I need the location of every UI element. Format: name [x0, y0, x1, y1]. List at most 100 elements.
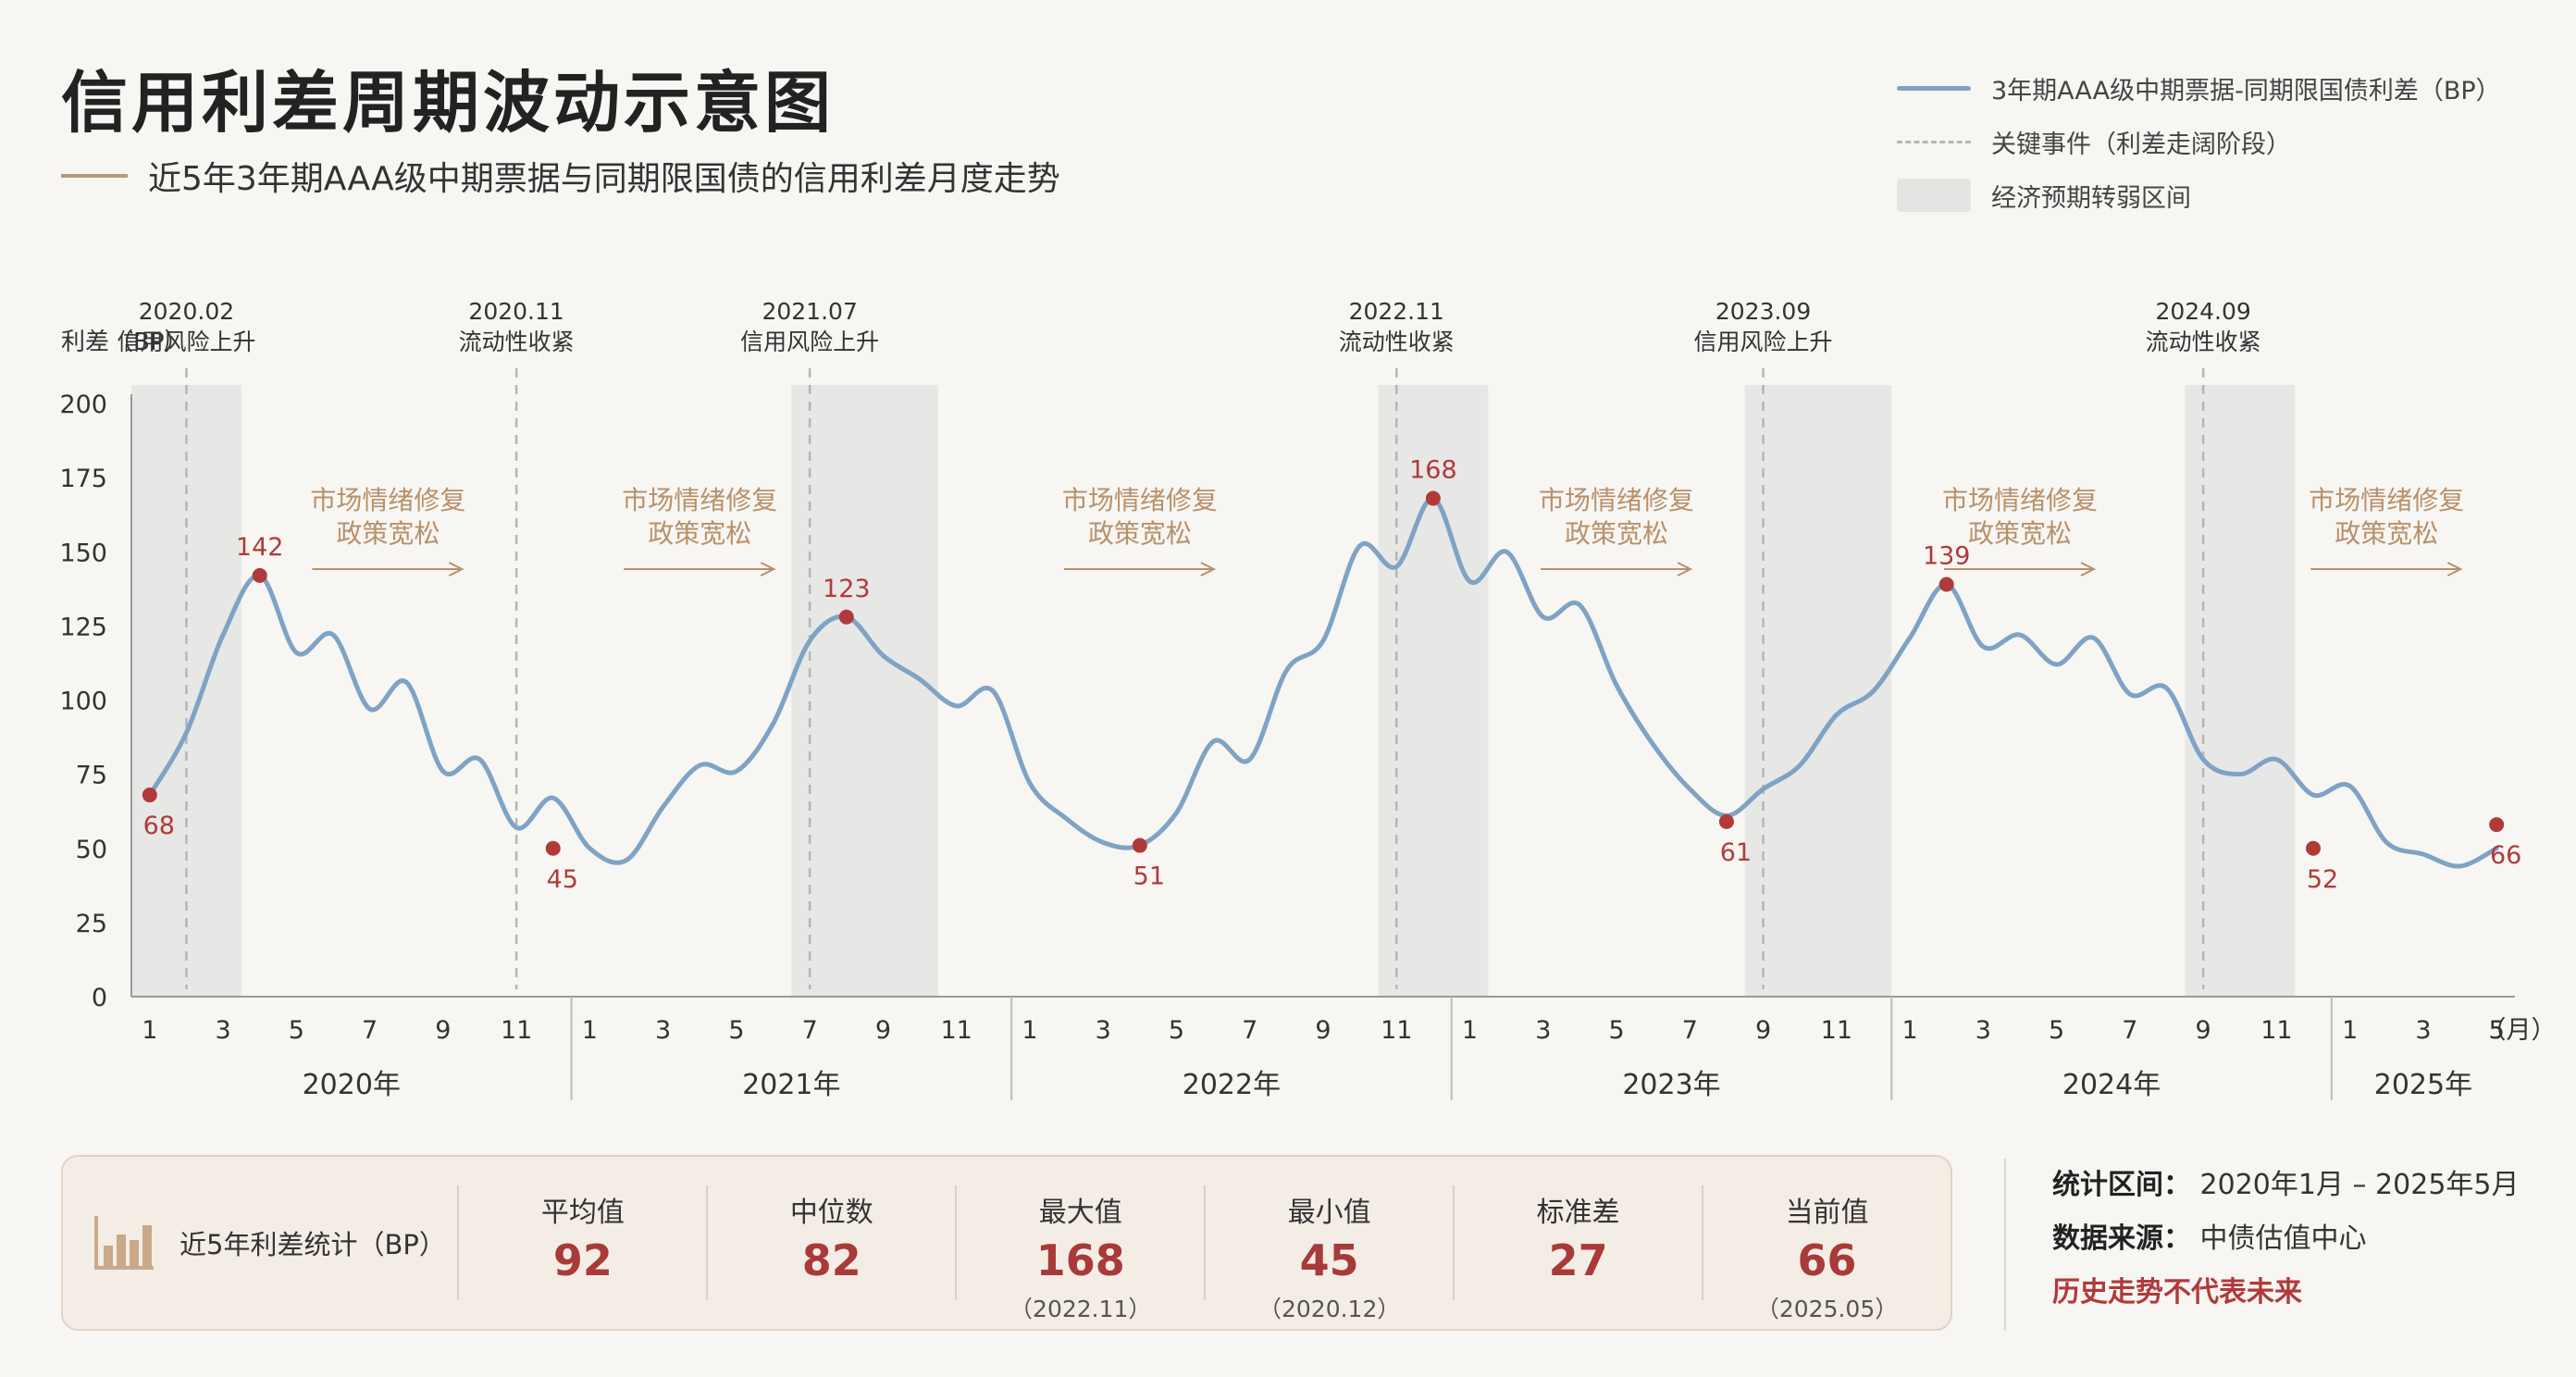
data-point-label: 51 — [1133, 862, 1165, 891]
data-point-label: 68 — [143, 812, 175, 840]
x-tick-label: 3 — [655, 1016, 671, 1045]
legend-zone-swatch — [1897, 179, 1971, 212]
legend-line-label: 3年期AAA级中期票据-同期限国债利差（BP） — [1991, 76, 2501, 105]
legend-item-event: 关键事件（利差走阔阶段） — [1897, 115, 2501, 168]
y-axis-label: 利差（BP） — [61, 329, 189, 356]
data-point-label: 45 — [547, 865, 578, 894]
x-tick-label: 11 — [501, 1016, 532, 1045]
page-title: 信用利差周期波动示意图 — [61, 63, 836, 142]
legend-item-line: 3年期AAA级中期票据-同期限国债利差（BP） — [1897, 61, 2501, 115]
annotation-line1: 市场情绪修复 — [1062, 485, 1218, 515]
annotation-arrowhead — [2446, 562, 2463, 577]
stat-note: （2022.11） — [1009, 1296, 1152, 1322]
stat-value: 27 — [1548, 1235, 1608, 1285]
x-tick-label: 7 — [362, 1016, 378, 1045]
legend-item-zone: 经济预期转弱区间 — [1897, 168, 2501, 222]
stat-note: （2020.12） — [1257, 1296, 1401, 1322]
y-tick-label: 175 — [59, 465, 107, 493]
y-tick-label: 0 — [92, 984, 107, 1012]
event-label: 信用风险上升 — [117, 329, 255, 355]
x-tick-label: 9 — [1755, 1016, 1771, 1045]
stat-label: 当前值 — [1785, 1197, 1869, 1229]
x-tick-label: 5 — [2049, 1016, 2064, 1045]
data-point-label: 52 — [2307, 865, 2338, 894]
data-point-marker — [142, 788, 157, 803]
y-tick-label: 150 — [59, 539, 107, 567]
note-source: 数据来源： 中债估值中心 — [2052, 1212, 2520, 1266]
data-point-marker — [838, 609, 854, 625]
event-date: 2021.07 — [762, 298, 857, 325]
stat-value: 92 — [552, 1235, 613, 1285]
event-date: 2022.11 — [1349, 298, 1444, 325]
stat-value: 168 — [1035, 1235, 1125, 1285]
y-tick-label: 25 — [76, 910, 107, 938]
data-point-label: 61 — [1720, 838, 1752, 867]
notes-block: 统计区间： 2020年1月 – 2025年5月 数据来源： 中债估值中心 历史走… — [2004, 1159, 2520, 1331]
data-point-marker — [1425, 490, 1441, 506]
y-tick-label: 75 — [76, 762, 107, 790]
x-tick-label: 7 — [2122, 1016, 2137, 1045]
event-date: 2020.02 — [139, 298, 234, 325]
y-tick-label: 100 — [59, 688, 107, 716]
stat-value: 45 — [1299, 1235, 1359, 1285]
stat-note: （2025.05） — [1755, 1296, 1899, 1322]
y-tick-label: 200 — [59, 391, 107, 419]
legend-dash-swatch — [1897, 140, 1971, 143]
x-tick-label: 7 — [1242, 1016, 1257, 1045]
stat-label: 最小值 — [1287, 1197, 1371, 1229]
note-period: 统计区间： 2020年1月 – 2025年5月 — [2052, 1159, 2520, 1212]
x-tick-label: 1 — [1462, 1016, 1478, 1045]
x-tick-label: 3 — [2415, 1016, 2431, 1045]
event-label: 流动性收紧 — [1339, 329, 1455, 355]
stat-label: 中位数 — [789, 1197, 873, 1229]
stat-label: 标准差 — [1536, 1197, 1620, 1229]
x-tick-label: 1 — [2342, 1016, 2358, 1045]
annotation-arrowhead — [2080, 562, 2097, 577]
legend-event-label: 关键事件（利差走阔阶段） — [1991, 130, 2291, 159]
annotation-line2: 政策宽松 — [1088, 518, 1192, 549]
data-point-marker — [252, 567, 267, 583]
stats-header: 近5年利差统计（BP） — [63, 1212, 457, 1273]
stat-label: 最大值 — [1038, 1197, 1122, 1229]
annotation-arrowhead — [448, 562, 464, 577]
data-point-marker — [1718, 813, 1734, 829]
year-label: 2020年 — [303, 1069, 401, 1101]
bar-chart-icon — [94, 1216, 154, 1270]
annotation-arrowhead — [1677, 562, 1693, 577]
x-tick-label: 5 — [289, 1016, 304, 1045]
x-tick-label: 5 — [1169, 1016, 1184, 1045]
x-tick-label: 1 — [1022, 1016, 1037, 1045]
year-label: 2024年 — [2062, 1069, 2161, 1101]
year-label: 2023年 — [1622, 1069, 1720, 1101]
stat-current: 当前值 66 （2025.05） — [1702, 1185, 1951, 1322]
subtitle-rule — [61, 174, 128, 178]
data-point-marker — [2306, 840, 2322, 856]
y-tick-label: 125 — [59, 613, 107, 641]
annotation-line2: 政策宽松 — [1565, 518, 1668, 549]
legend-zone-label: 经济预期转弱区间 — [1991, 183, 2191, 213]
stat-value: 66 — [1797, 1235, 1857, 1285]
subtitle-row: 近5年3年期AAA级中期票据与同期限国债的信用利差月度走势 — [61, 152, 1060, 200]
year-label: 2022年 — [1183, 1069, 1281, 1101]
x-tick-label: 1 — [1901, 1016, 1917, 1045]
weak-expectation-zone — [791, 385, 938, 997]
event-date: 2020.11 — [468, 298, 564, 325]
x-tick-label: 5 — [2489, 1016, 2505, 1045]
x-tick-label: 3 — [1975, 1016, 1991, 1045]
spread-series-line — [147, 496, 2499, 869]
stat-min: 最小值 45 （2020.12） — [1204, 1185, 1453, 1322]
x-tick-label: 9 — [2196, 1016, 2211, 1045]
x-tick-label: 3 — [1096, 1016, 1111, 1045]
data-point-label: 142 — [236, 533, 284, 562]
page-subtitle: 近5年3年期AAA级中期票据与同期限国债的信用利差月度走势 — [148, 160, 1060, 198]
x-tick-label: 5 — [1608, 1016, 1624, 1045]
data-point-label: 168 — [1409, 456, 1457, 485]
x-tick-label: 3 — [215, 1016, 230, 1045]
stat-std: 标准差 27 — [1453, 1185, 1702, 1300]
x-tick-label: 9 — [435, 1016, 451, 1045]
x-tick-label: 11 — [2260, 1016, 2292, 1045]
weak-expectation-zone — [2185, 385, 2296, 997]
data-point-label: 123 — [823, 575, 871, 603]
x-tick-label: 11 — [1821, 1016, 1852, 1045]
legend-line-swatch — [1897, 85, 1971, 91]
